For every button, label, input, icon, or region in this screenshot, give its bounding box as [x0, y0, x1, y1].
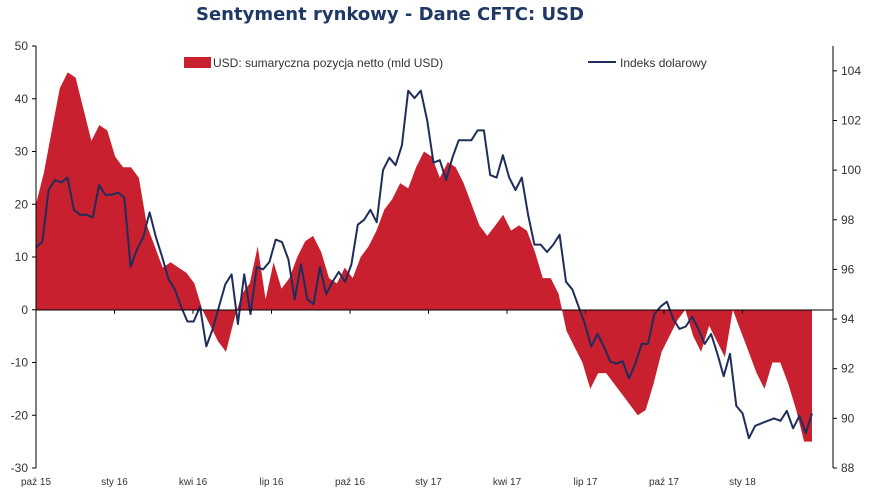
chart-title: Sentyment rynkowy - Dane CFTC: USD — [196, 4, 584, 25]
left-tick-label: 30 — [15, 145, 29, 159]
right-tick-label: 90 — [841, 411, 855, 425]
right-tick-label: 96 — [841, 262, 855, 276]
x-tick-label: lip 16 — [260, 477, 284, 488]
right-tick-label: 102 — [841, 113, 861, 127]
left-tick-label: 40 — [15, 92, 29, 106]
left-tick-label: -10 — [11, 356, 29, 370]
x-tick-label: lip 17 — [574, 477, 598, 488]
line-series-dollar-index — [35, 89, 813, 440]
right-tick-label: 100 — [841, 163, 861, 177]
right-tick-label: 98 — [841, 213, 855, 227]
legend-swatch-area — [184, 57, 211, 68]
left-tick-label: 20 — [15, 197, 29, 211]
left-tick-label: -30 — [11, 461, 29, 475]
x-tick-label: paź 16 — [335, 477, 365, 488]
plot-layer — [35, 72, 813, 442]
x-tick-label: sty 16 — [101, 477, 128, 488]
right-tick-label: 94 — [841, 312, 855, 326]
x-tick-label: kwi 17 — [493, 477, 522, 488]
legend: USD: sumaryczna pozycja netto (mld USD) … — [184, 56, 707, 70]
area-series-net-position — [36, 72, 812, 442]
left-tick-label: 50 — [15, 39, 29, 53]
right-tick-label: 104 — [841, 64, 861, 78]
x-ticks: paź 15 sty 16 kwi 16 lip 16 paź 16 sty 17 kwi … — [21, 309, 756, 488]
left-tick-label: -20 — [11, 408, 29, 422]
right-ticks: 104 102 100 98 96 94 92 90 88 — [833, 64, 861, 475]
x-tick-label: sty 17 — [415, 477, 442, 488]
x-tick-label: sty 18 — [729, 477, 756, 488]
x-tick-label: kwi 16 — [179, 477, 208, 488]
right-tick-label: 92 — [841, 362, 855, 376]
right-tick-label: 88 — [841, 461, 855, 475]
left-ticks: 50 40 30 20 10 0 -10 -20 -30 — [11, 39, 36, 475]
left-tick-label: 10 — [15, 250, 29, 264]
left-tick-label: 0 — [21, 303, 28, 317]
x-tick-label: paź 17 — [649, 477, 679, 488]
legend-label-line: Indeks dolarowy — [620, 56, 707, 70]
legend-label-area: USD: sumaryczna pozycja netto (mld USD) — [213, 56, 443, 70]
x-tick-label: paź 15 — [21, 477, 51, 488]
